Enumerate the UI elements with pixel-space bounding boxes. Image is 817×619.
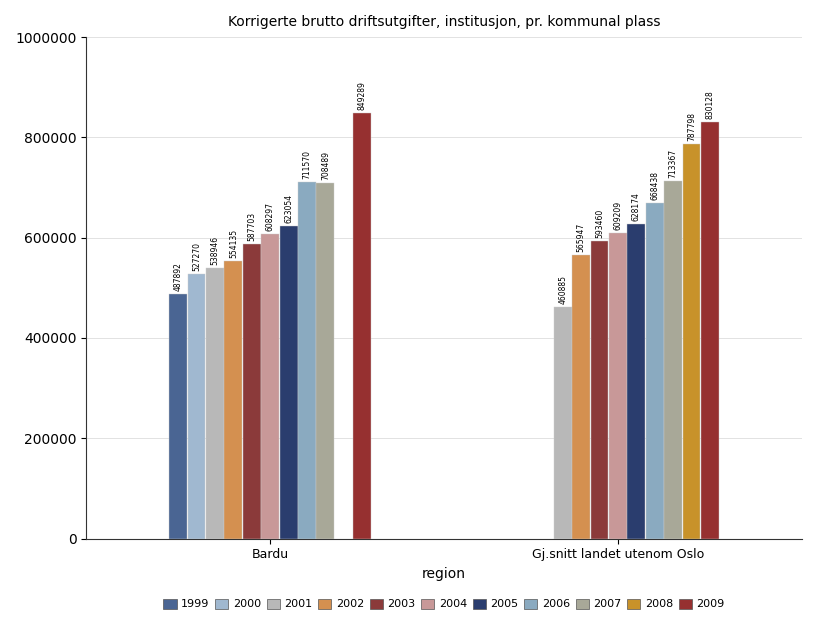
Bar xyxy=(298,182,316,539)
Bar xyxy=(683,144,700,539)
Text: 711570: 711570 xyxy=(302,150,311,179)
Bar xyxy=(206,268,224,539)
Text: 830128: 830128 xyxy=(705,90,714,119)
Bar xyxy=(316,183,334,539)
Bar xyxy=(243,244,261,539)
Text: 487892: 487892 xyxy=(174,262,183,291)
Text: 628174: 628174 xyxy=(632,192,641,220)
X-axis label: region: region xyxy=(422,567,466,581)
Text: 787798: 787798 xyxy=(687,111,696,141)
Text: 623054: 623054 xyxy=(284,194,293,223)
Title: Korrigerte brutto driftsutgifter, institusjon, pr. kommunal plass: Korrigerte brutto driftsutgifter, instit… xyxy=(228,15,660,29)
Bar xyxy=(169,294,187,539)
Text: 527270: 527270 xyxy=(192,242,201,271)
Text: 849289: 849289 xyxy=(358,81,367,110)
Text: 587703: 587703 xyxy=(248,212,257,241)
Bar xyxy=(353,113,371,539)
Text: 713367: 713367 xyxy=(668,149,677,178)
Text: 609209: 609209 xyxy=(614,201,623,230)
Text: 460885: 460885 xyxy=(558,275,567,305)
Text: 708489: 708489 xyxy=(321,151,330,180)
Bar xyxy=(701,123,719,539)
Bar xyxy=(627,223,645,539)
Legend: 1999, 2000, 2001, 2002, 2003, 2004, 2005, 2006, 2007, 2008, 2009: 1999, 2000, 2001, 2002, 2003, 2004, 2005… xyxy=(159,594,730,614)
Bar xyxy=(591,241,609,539)
Bar xyxy=(609,233,627,539)
Bar xyxy=(225,261,243,539)
Bar xyxy=(664,181,682,539)
Text: 608297: 608297 xyxy=(266,202,275,230)
Bar xyxy=(554,308,572,539)
Bar xyxy=(261,233,279,539)
Text: 565947: 565947 xyxy=(577,222,586,252)
Bar xyxy=(572,255,590,539)
Text: 554135: 554135 xyxy=(229,228,238,258)
Bar xyxy=(645,204,663,539)
Bar xyxy=(279,226,297,539)
Bar xyxy=(188,274,206,539)
Text: 538946: 538946 xyxy=(211,236,220,266)
Text: 668438: 668438 xyxy=(650,171,659,201)
Text: 593460: 593460 xyxy=(595,209,604,238)
